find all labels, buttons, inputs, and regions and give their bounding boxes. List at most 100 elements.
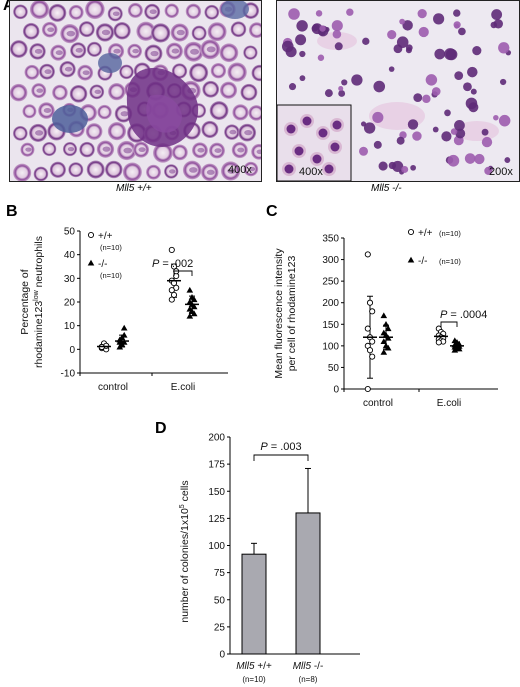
micrograph-ko (276, 0, 520, 182)
cell (396, 36, 409, 48)
cell (498, 42, 510, 54)
cell (113, 22, 131, 40)
cell (243, 45, 258, 60)
y-tick-label: 20 (64, 298, 76, 309)
cell (500, 78, 507, 86)
p-value: P = .0004 (440, 309, 487, 321)
inset-cell-nucleus (294, 146, 304, 156)
cell (454, 71, 464, 81)
y-tick-label: 0 (219, 650, 225, 661)
data-point-wt (364, 385, 371, 393)
cell-nucleus (206, 46, 216, 53)
genotype-right: Mll5 -/- (371, 183, 402, 194)
cell (434, 48, 446, 60)
cell (86, 160, 105, 179)
inset-cell-nucleus (324, 164, 334, 174)
data-point-ko (120, 324, 128, 331)
cell (230, 21, 247, 38)
cell-nucleus (102, 146, 111, 152)
cell (209, 101, 229, 121)
cell (13, 4, 28, 20)
cell-nucleus (149, 9, 157, 15)
cell-nucleus (82, 70, 90, 76)
micrograph-wt (9, 0, 262, 182)
cell (481, 136, 493, 148)
data-point-ko (380, 349, 388, 355)
cell (401, 165, 409, 173)
cell (122, 162, 142, 181)
cell-nucleus (75, 47, 83, 53)
cell (97, 104, 112, 120)
inset-cell-nucleus (284, 164, 294, 174)
cell (334, 42, 343, 51)
cell-nucleus (214, 148, 222, 153)
inset-cell-nucleus (330, 142, 340, 152)
cell-nucleus (197, 147, 205, 153)
cell (454, 23, 460, 29)
cell (24, 64, 40, 80)
y-tick-label: 0 (333, 385, 339, 396)
cell (346, 8, 354, 16)
panel-label-a: A (3, 0, 15, 15)
significance-bracket (440, 321, 458, 327)
cell (10, 83, 28, 102)
cell-nucleus (206, 169, 215, 175)
cell-nucleus (171, 48, 180, 54)
data-point-ko (118, 341, 126, 348)
x-tick-label: E.coli (171, 382, 195, 393)
cell-nucleus (120, 111, 129, 117)
cell (425, 74, 438, 86)
legend-label: -/- (418, 256, 427, 267)
cell (69, 84, 88, 103)
cell-nucleus (94, 89, 102, 95)
inset-cell-nucleus (318, 128, 328, 138)
y-tick-label: 250 (322, 277, 339, 288)
cell (338, 90, 346, 97)
cell (78, 21, 95, 38)
cell (248, 22, 261, 39)
cell (453, 9, 461, 17)
cell (472, 46, 482, 56)
cell-nucleus (36, 88, 44, 93)
y-axis-label: number of colonies/1x105 cells (179, 480, 191, 622)
cell (295, 34, 307, 46)
panel-label-c: C (266, 203, 278, 220)
cell (202, 80, 220, 98)
y-tick-label: 100 (322, 341, 339, 352)
x-tick-label: E.coli (437, 398, 461, 409)
data-point-ko (190, 296, 198, 303)
cell (251, 143, 261, 160)
cell (481, 128, 489, 136)
cell-nucleus (35, 130, 44, 136)
cell (299, 75, 306, 82)
cell (49, 161, 66, 178)
y-tick-label: 200 (322, 298, 339, 309)
cell (378, 161, 388, 171)
legend-marker-ko (87, 259, 95, 266)
y-axis-label-line1: Percentage of (19, 269, 31, 334)
cell (405, 47, 412, 54)
cell (422, 94, 431, 104)
y-tick-label: 150 (322, 320, 339, 331)
cell (467, 66, 478, 78)
cell (210, 63, 227, 79)
cell (362, 37, 370, 46)
y-tick-label: 125 (208, 514, 225, 525)
cell (288, 83, 297, 91)
x-tick-label: Mll5 -/- (293, 661, 324, 672)
cell (12, 126, 28, 141)
inset-cell-nucleus (302, 116, 312, 126)
cell (22, 104, 37, 119)
y-tick-label: 100 (208, 541, 225, 552)
cell (48, 3, 67, 22)
cell (146, 164, 161, 180)
cell-nucleus (190, 48, 200, 55)
cell (52, 84, 68, 101)
data-point-ko (384, 325, 392, 332)
cell (296, 20, 308, 32)
category-note: (n=8) (299, 675, 318, 684)
cell (164, 3, 179, 18)
legend-label: -/- (98, 259, 107, 270)
cell-nucleus (176, 29, 185, 36)
data-point-ko (382, 320, 390, 327)
